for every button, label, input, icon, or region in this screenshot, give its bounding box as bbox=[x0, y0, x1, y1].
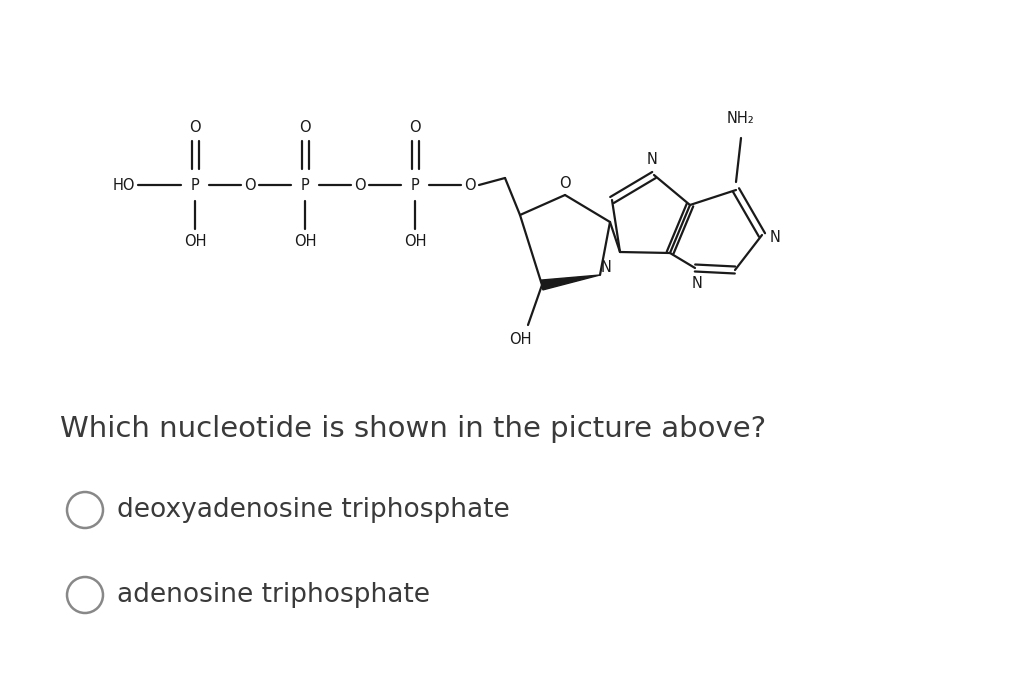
Text: N: N bbox=[601, 260, 612, 275]
Text: O: O bbox=[244, 177, 256, 193]
Text: N: N bbox=[691, 276, 702, 291]
Text: NH₂: NH₂ bbox=[727, 111, 755, 126]
Text: OH: OH bbox=[509, 331, 531, 346]
Text: deoxyadenosine triphosphate: deoxyadenosine triphosphate bbox=[117, 497, 510, 523]
Text: N: N bbox=[646, 152, 657, 167]
Text: O: O bbox=[410, 121, 421, 136]
Text: O: O bbox=[299, 121, 311, 136]
Text: O: O bbox=[559, 175, 570, 191]
Text: OH: OH bbox=[183, 234, 206, 249]
Polygon shape bbox=[541, 275, 600, 290]
Text: Which nucleotide is shown in the picture above?: Which nucleotide is shown in the picture… bbox=[60, 415, 766, 443]
Text: P: P bbox=[190, 177, 200, 193]
Text: adenosine triphosphate: adenosine triphosphate bbox=[117, 582, 430, 608]
Text: P: P bbox=[411, 177, 420, 193]
Text: OH: OH bbox=[403, 234, 426, 249]
Text: N: N bbox=[770, 229, 781, 245]
Text: O: O bbox=[464, 177, 476, 193]
Text: O: O bbox=[189, 121, 201, 136]
Text: P: P bbox=[301, 177, 309, 193]
Text: OH: OH bbox=[294, 234, 316, 249]
Text: HO: HO bbox=[113, 177, 135, 193]
Text: O: O bbox=[354, 177, 366, 193]
